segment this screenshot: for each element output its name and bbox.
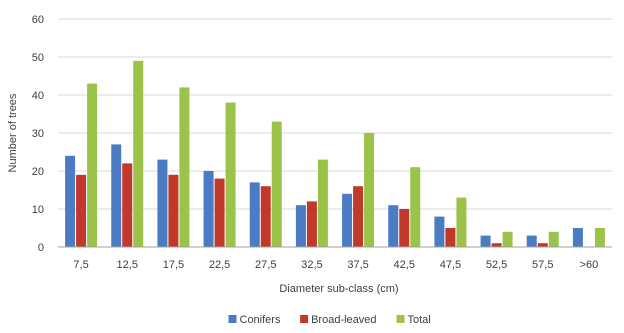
bar-broad-leaved	[399, 209, 410, 247]
bar-conifers	[342, 193, 353, 247]
x-tick-label: 22,5	[209, 259, 230, 271]
x-tick-label: 37,5	[347, 259, 368, 271]
legend-swatch	[228, 315, 237, 323]
legend-swatch	[396, 315, 405, 323]
bar-conifers	[249, 182, 260, 247]
bar-broad-leaved	[306, 201, 317, 247]
bars	[65, 60, 605, 248]
x-tick-label: 17,5	[163, 259, 184, 271]
bar-total	[133, 60, 144, 247]
x-tick-label: >60	[580, 259, 599, 271]
bar-total	[548, 231, 559, 247]
legend-label: Broad-leaved	[311, 314, 376, 326]
bar-total	[271, 121, 282, 247]
y-tick-label: 10	[32, 204, 44, 216]
y-tick-label: 20	[32, 166, 44, 178]
bar-broad-leaved	[76, 174, 87, 247]
bar-total	[410, 167, 421, 247]
bar-conifers	[480, 235, 491, 247]
bar-broad-leaved	[537, 243, 548, 247]
bar-conifers	[111, 144, 122, 247]
x-tick-label: 47,5	[440, 259, 461, 271]
bar-total	[364, 133, 375, 247]
bar-broad-leaved	[260, 186, 271, 247]
legend-label: Conifers	[240, 314, 281, 326]
bar-total	[317, 159, 328, 247]
bar-total	[456, 197, 467, 247]
bar-total	[87, 83, 98, 247]
x-axis-title: Diameter sub-class (cm)	[279, 283, 398, 295]
bar-total	[179, 87, 190, 248]
y-tick-label: 40	[32, 90, 44, 102]
x-tick-label: 7,5	[73, 259, 88, 271]
bar-conifers	[65, 155, 76, 247]
bar-broad-leaved	[353, 186, 364, 247]
bar-conifers	[434, 216, 445, 247]
y-tick-label: 30	[32, 128, 44, 140]
x-tick-label: 12,5	[117, 259, 138, 271]
bar-conifers	[572, 228, 583, 247]
y-tick-labels: 0 10 20 30 40 50 60	[32, 14, 44, 254]
y-tick-label: 60	[32, 14, 44, 26]
bar-conifers	[157, 159, 168, 247]
bar-broad-leaved	[214, 178, 225, 247]
x-tick-label: 57,5	[532, 259, 553, 271]
bar-broad-leaved	[122, 163, 133, 247]
legend-swatch	[300, 315, 309, 323]
x-tick-label: 27,5	[255, 259, 276, 271]
legend-label: Total	[408, 314, 431, 326]
y-axis-title: Number of trees	[7, 93, 19, 172]
bar-conifers	[526, 235, 537, 247]
bar-total	[225, 102, 236, 247]
bar-conifers	[388, 205, 399, 247]
bar-broad-leaved	[445, 228, 456, 247]
bar-total	[502, 231, 513, 247]
x-tick-label: 52,5	[486, 259, 507, 271]
x-tick-labels: 7,5 12,5 17,5 22,5 27,5 32,5 37,5 42,5 47,5 52,5 5…	[73, 259, 598, 271]
x-tick-label: 42,5	[394, 259, 415, 271]
bar-broad-leaved	[168, 174, 179, 247]
x-tick-label: 32,5	[301, 259, 322, 271]
bar-conifers	[295, 205, 306, 247]
bar-conifers	[203, 171, 214, 247]
bar-broad-leaved	[491, 243, 502, 247]
gridlines	[58, 18, 612, 210]
y-tick-label: 50	[32, 52, 44, 64]
y-tick-label: 0	[38, 242, 44, 254]
legend: Conifers Broad-leaved Total	[228, 314, 431, 326]
bar-total	[594, 228, 605, 247]
